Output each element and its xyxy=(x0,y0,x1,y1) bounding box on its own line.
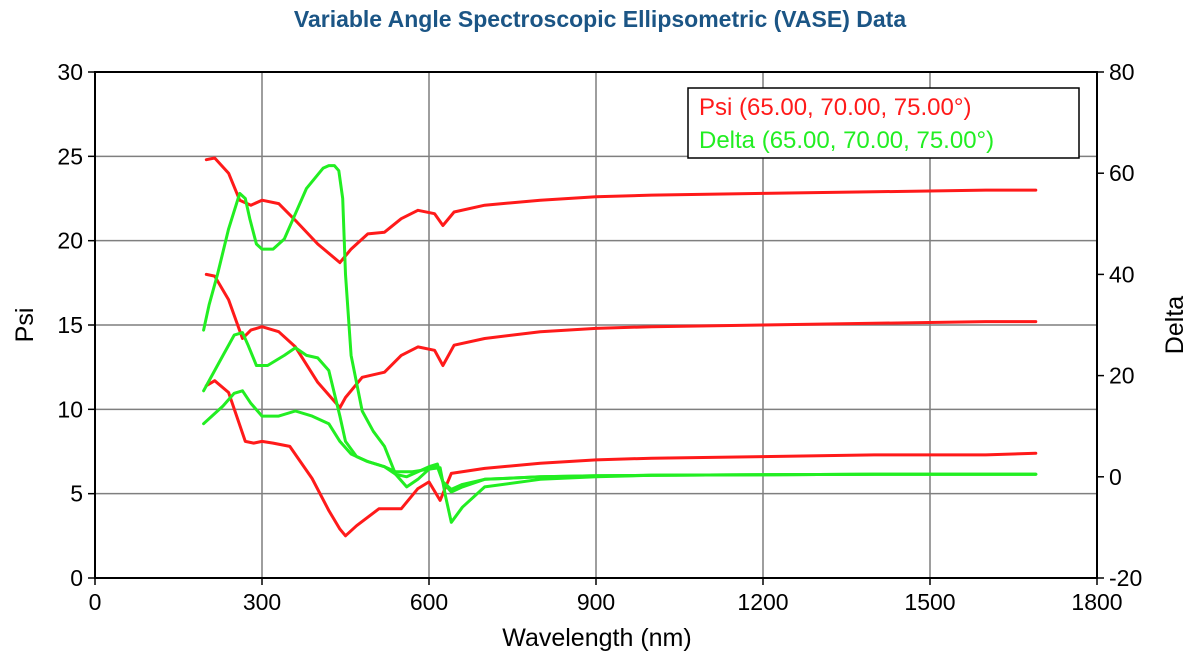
y2-tick-label: -20 xyxy=(1109,565,1142,591)
y2-tick-label: 0 xyxy=(1109,464,1122,490)
chart-title: Variable Angle Spectroscopic Ellipsometr… xyxy=(294,6,906,32)
y-tick-label: 15 xyxy=(57,312,83,338)
x-tick-label: 300 xyxy=(243,589,281,615)
x-tick-label: 1500 xyxy=(904,589,955,615)
y2-tick-label: 40 xyxy=(1109,261,1135,287)
y-tick-label: 5 xyxy=(70,481,83,507)
x-tick-label: 0 xyxy=(89,589,102,615)
psi-series-line xyxy=(204,379,1038,538)
data-series xyxy=(202,156,1038,538)
y-axis-label: Psi xyxy=(11,308,39,343)
y2-tick-label: 80 xyxy=(1109,59,1135,85)
x-tick-label: 600 xyxy=(410,589,448,615)
y-tick-label: 25 xyxy=(57,143,83,169)
y2-tick-label: 60 xyxy=(1109,160,1135,186)
x-tick-label: 1800 xyxy=(1071,589,1122,615)
legend: Psi (65.00, 70.00, 75.00°) Delta (65.00,… xyxy=(687,87,1080,159)
x-tick-label: 900 xyxy=(577,589,615,615)
axis-ticks: 0 300 600 900 1200 1500 1800 0 5 10 15 20 25 30 -20 0 20… xyxy=(57,59,1142,615)
y-tick-label: 0 xyxy=(70,565,83,591)
y-tick-label: 20 xyxy=(57,228,83,254)
y2-axis-label: Delta xyxy=(1161,296,1189,354)
legend-delta-label: Delta (65.00, 70.00, 75.00°) xyxy=(699,127,994,154)
delta-series-line xyxy=(202,164,1038,524)
x-tick-label: 1200 xyxy=(737,589,788,615)
psi-series-line xyxy=(204,156,1038,265)
legend-box xyxy=(687,87,1080,159)
psi-series-line xyxy=(204,272,1038,410)
y-tick-label: 30 xyxy=(57,59,83,85)
y-tick-label: 10 xyxy=(57,396,83,422)
legend-psi-label: Psi (65.00, 70.00, 75.00°) xyxy=(699,94,971,121)
y2-tick-label: 20 xyxy=(1109,363,1135,389)
x-axis-label: Wavelength (nm) xyxy=(502,624,691,652)
delta-series-line xyxy=(202,389,1038,491)
